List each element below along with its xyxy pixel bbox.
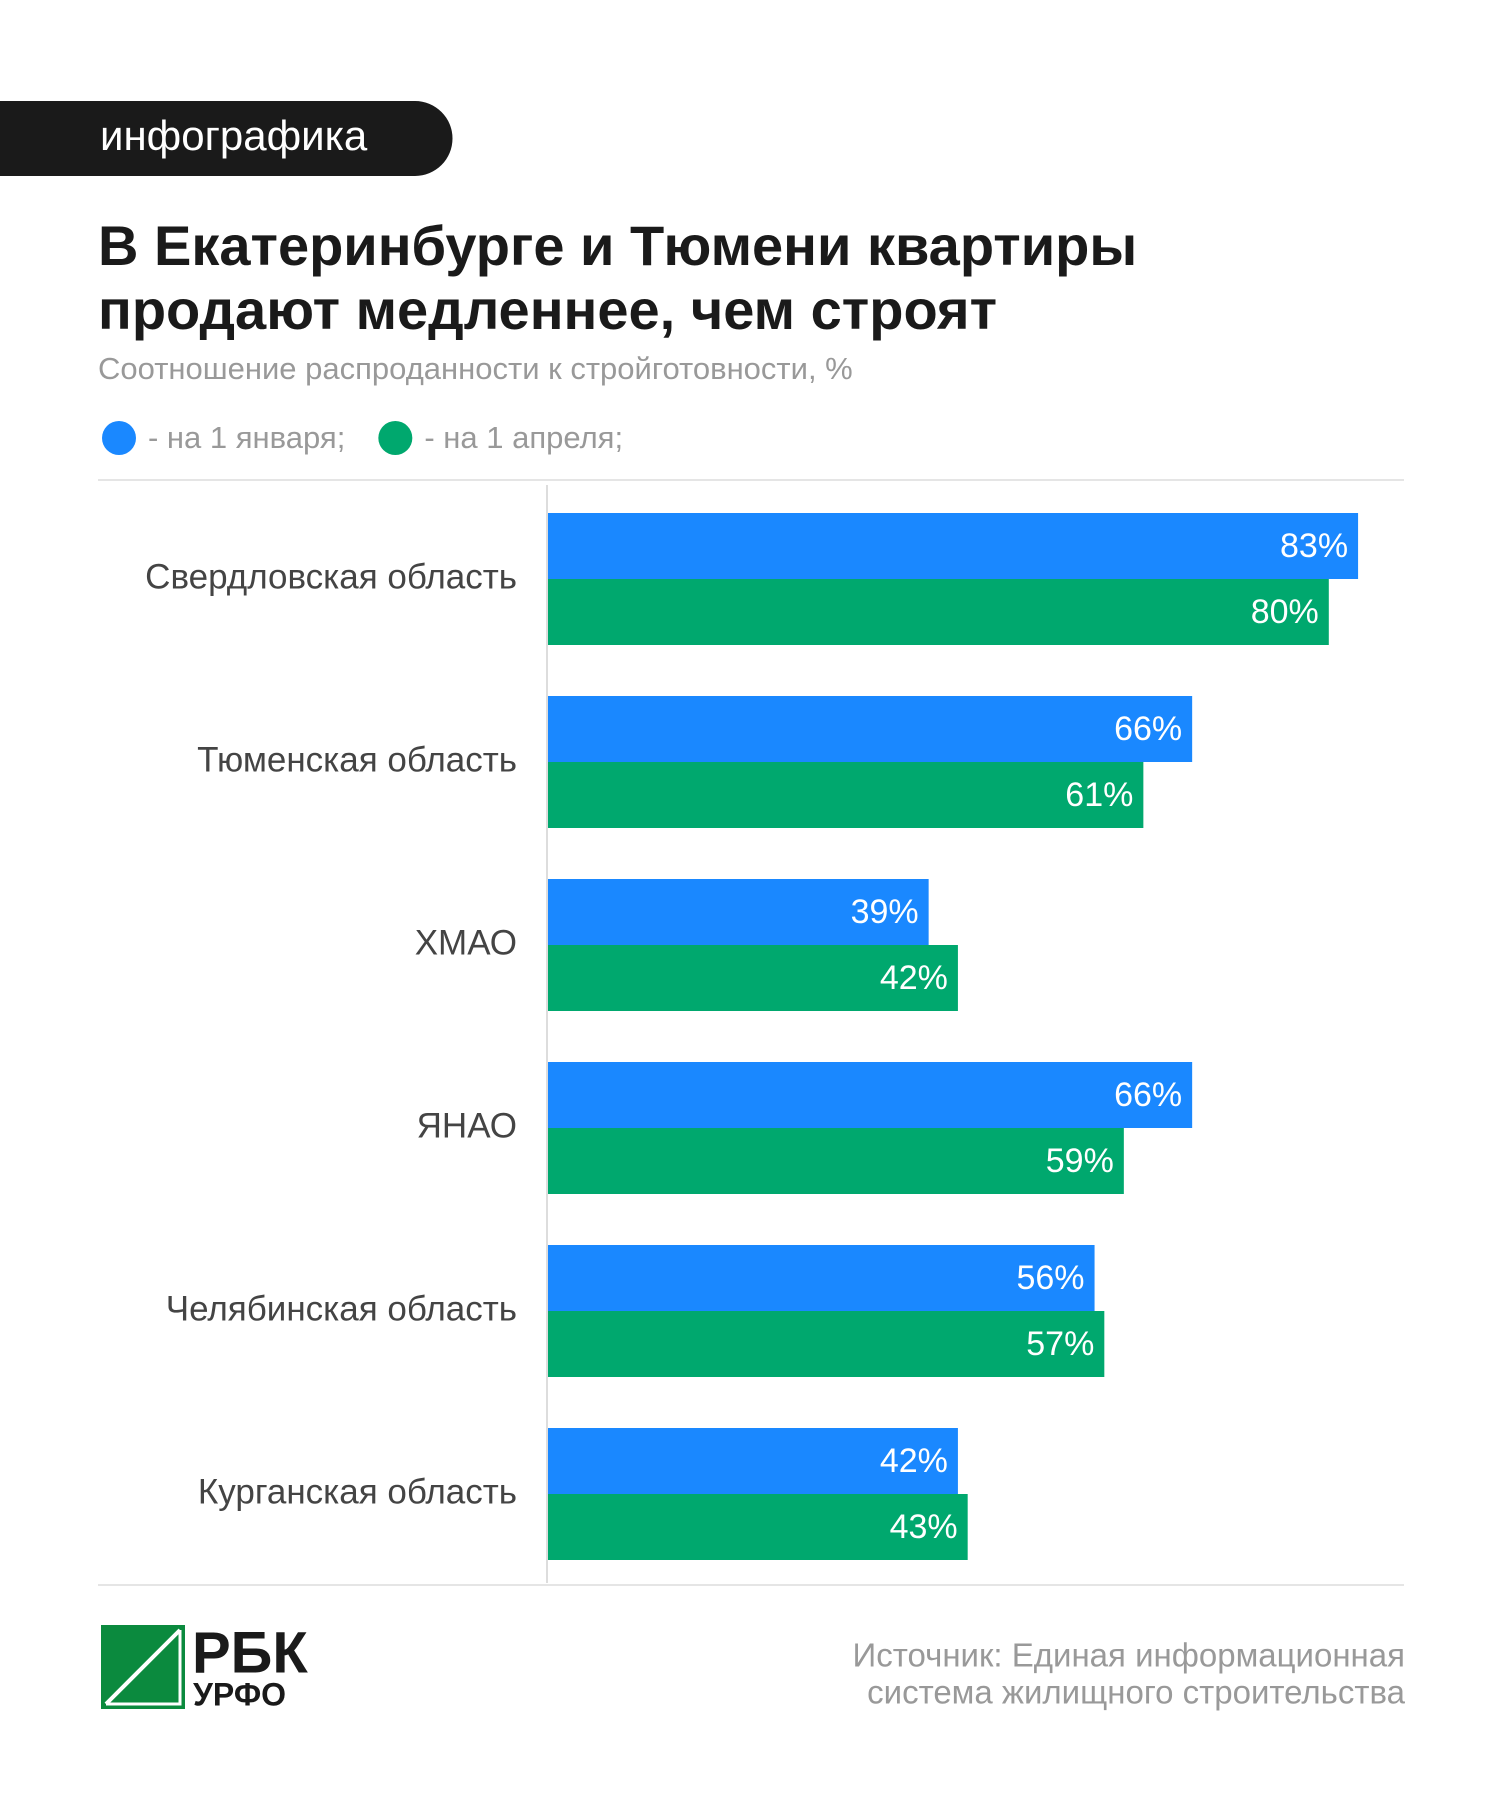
- tag: инфографика: [100, 112, 368, 159]
- logo-region: УРФО: [193, 1676, 286, 1712]
- bar: [548, 1062, 1193, 1128]
- legend-label: - на 1 января;: [148, 420, 345, 455]
- value-label: 42%: [880, 1442, 948, 1480]
- category-label: Тюменская область: [197, 740, 517, 779]
- legend-swatch: [102, 421, 136, 455]
- bar: [548, 1494, 968, 1560]
- logo: РБК УРФО: [101, 1620, 308, 1712]
- value-label: 59%: [1046, 1142, 1114, 1180]
- source: система жилищного строительства: [867, 1674, 1405, 1711]
- value-label: 66%: [1114, 1076, 1182, 1114]
- category-label: Курганская область: [198, 1472, 517, 1511]
- value-label: 56%: [1016, 1259, 1084, 1297]
- value-label: 43%: [890, 1508, 958, 1546]
- legend-label: - на 1 апреля;: [424, 420, 623, 455]
- value-label: 83%: [1280, 527, 1348, 565]
- bar: [548, 513, 1359, 579]
- value-label: 61%: [1065, 776, 1133, 814]
- category-label: Свердловская область: [145, 557, 517, 596]
- bar: [548, 696, 1193, 762]
- logo-frame: [106, 1630, 182, 1706]
- category-label: ЯНАО: [417, 1106, 517, 1145]
- category-label: ХМАО: [415, 923, 517, 962]
- bar: [548, 945, 958, 1011]
- logo-stripe: [104, 1628, 182, 1706]
- bar: [548, 1128, 1124, 1194]
- bar: [548, 1428, 958, 1494]
- chart-title: В Екатеринбурге и Тюмени квартиры: [98, 214, 1137, 277]
- value-label: 66%: [1114, 710, 1182, 748]
- tag-background: [0, 101, 453, 176]
- chart-title: продают медленнее, чем строят: [98, 278, 997, 341]
- bar: [548, 1245, 1095, 1311]
- value-label: 42%: [880, 959, 948, 997]
- chart-subtitle: Соотношение распроданности к стройготовн…: [98, 351, 853, 386]
- legend-swatch: [378, 421, 413, 455]
- value-label: 39%: [851, 893, 919, 931]
- logo-name: РБК: [192, 1620, 308, 1685]
- source: Источник: Единая информационная: [853, 1637, 1405, 1674]
- bar: [548, 1311, 1105, 1377]
- category-label: Челябинская область: [166, 1289, 517, 1328]
- bar: [548, 879, 929, 945]
- bar: [548, 762, 1144, 828]
- value-label: 57%: [1026, 1325, 1094, 1363]
- bar: [548, 579, 1329, 645]
- value-label: 80%: [1251, 593, 1319, 631]
